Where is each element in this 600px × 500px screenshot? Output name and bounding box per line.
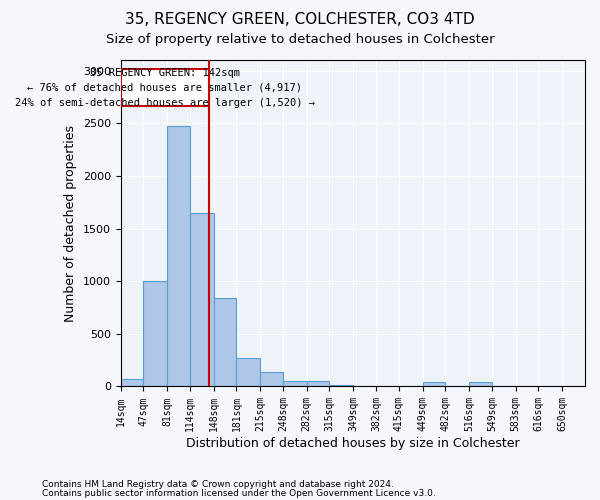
Text: Contains public sector information licensed under the Open Government Licence v3: Contains public sector information licen… bbox=[42, 489, 436, 498]
Y-axis label: Number of detached properties: Number of detached properties bbox=[64, 124, 77, 322]
Bar bbox=[283, 381, 307, 386]
Bar bbox=[469, 382, 492, 386]
FancyBboxPatch shape bbox=[121, 70, 209, 106]
Bar bbox=[121, 379, 143, 386]
Text: 35, REGENCY GREEN, COLCHESTER, CO3 4TD: 35, REGENCY GREEN, COLCHESTER, CO3 4TD bbox=[125, 12, 475, 28]
Text: 35 REGENCY GREEN: 142sqm
← 76% of detached houses are smaller (4,917)
24% of sem: 35 REGENCY GREEN: 142sqm ← 76% of detach… bbox=[15, 68, 315, 108]
Bar bbox=[236, 358, 260, 386]
Bar bbox=[190, 212, 214, 386]
X-axis label: Distribution of detached houses by size in Colchester: Distribution of detached houses by size … bbox=[186, 437, 520, 450]
Bar bbox=[214, 298, 236, 386]
Bar bbox=[260, 372, 283, 386]
Text: Size of property relative to detached houses in Colchester: Size of property relative to detached ho… bbox=[106, 32, 494, 46]
Bar bbox=[422, 382, 445, 386]
Bar bbox=[143, 281, 167, 386]
Bar bbox=[167, 126, 190, 386]
Text: Contains HM Land Registry data © Crown copyright and database right 2024.: Contains HM Land Registry data © Crown c… bbox=[42, 480, 394, 489]
Bar bbox=[307, 381, 329, 386]
